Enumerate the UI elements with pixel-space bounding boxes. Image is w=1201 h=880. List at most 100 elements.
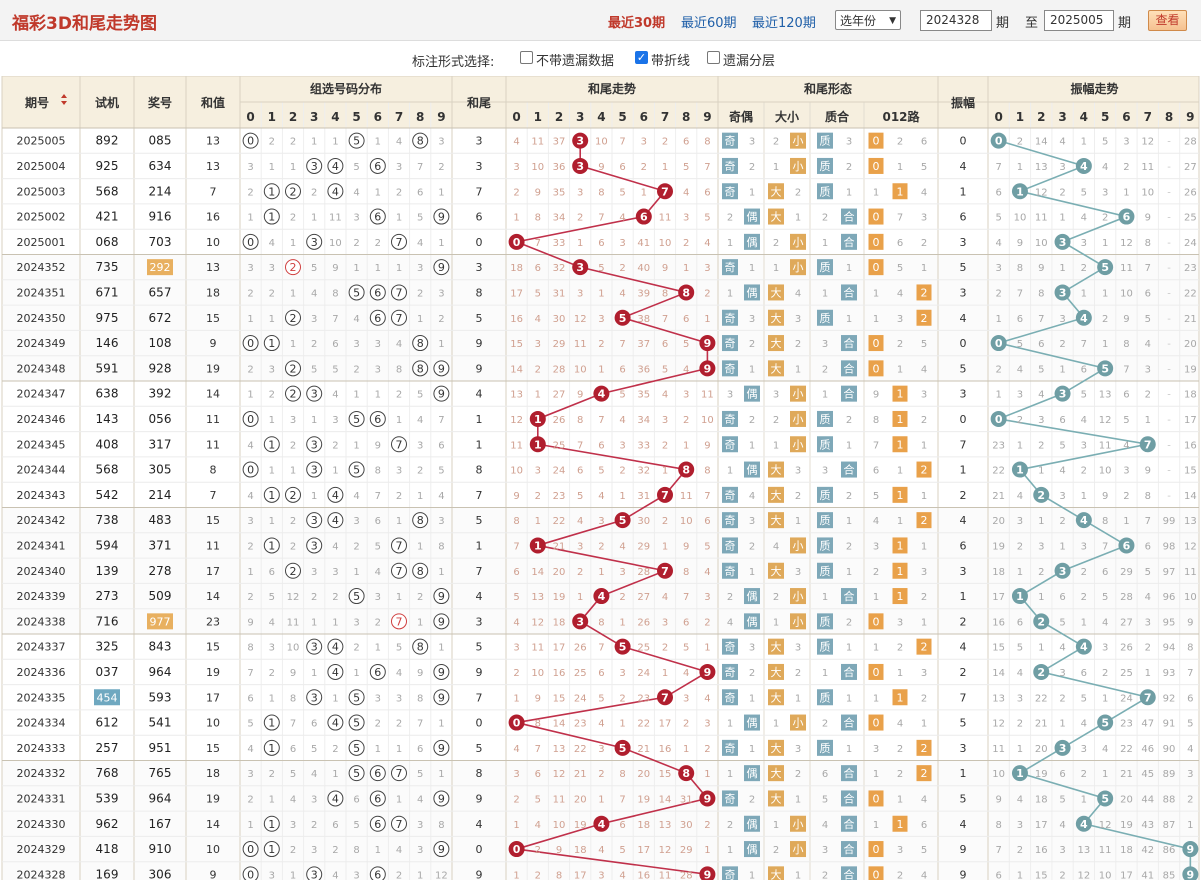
amp-missing: 15 — [992, 643, 1005, 654]
amp-missing: 17 — [1120, 870, 1133, 880]
group-ball — [348, 461, 365, 478]
tail-missing: 6 — [704, 187, 710, 198]
tail-missing: 3 — [662, 415, 668, 426]
tail-missing: 2 — [535, 364, 541, 375]
small-missing: 3 — [795, 744, 801, 755]
group-ball — [242, 461, 259, 478]
tail-ball — [678, 765, 695, 782]
award-cell: 977 — [150, 615, 171, 628]
big-missing: 1 — [773, 162, 779, 173]
tail-missing: 34 — [553, 213, 566, 224]
group-missing: 3 — [332, 415, 338, 426]
group-missing: 2 — [269, 668, 275, 679]
group-missing: 3 — [438, 288, 444, 299]
checkbox-line-label[interactable]: 带折线 — [651, 54, 691, 69]
mod-tag-bg — [868, 233, 884, 250]
amp-missing: 23 — [1184, 263, 1197, 274]
amp-missing: 4 — [1017, 364, 1023, 375]
odd-tag: 奇 — [725, 641, 736, 654]
nav-recent-60[interactable]: 最近60期 — [681, 16, 737, 31]
trial-cell: 568 — [96, 184, 119, 198]
big-missing: 3 — [773, 390, 779, 401]
amp-missing: 4 — [1187, 744, 1193, 755]
group-ball — [391, 815, 407, 832]
checkbox-no-missing[interactable] — [520, 51, 533, 64]
odd-tag-bg — [722, 537, 738, 554]
nav-recent-30[interactable]: 最近30期 — [608, 16, 666, 31]
amp-missing: 12 — [1099, 415, 1112, 426]
group-missing: 3 — [438, 137, 444, 148]
tail-missing: 8 — [577, 415, 583, 426]
amp-missing: 8 — [1017, 263, 1023, 274]
checkbox-line[interactable]: ✓ — [635, 51, 648, 64]
tail-ball — [657, 486, 673, 503]
period-cell: 2024350 — [17, 312, 66, 325]
trial-cell: 146 — [96, 336, 119, 350]
odd-tag: 奇 — [725, 438, 736, 451]
checkbox-no-missing-label[interactable]: 不带遗漏数据 — [536, 54, 615, 69]
checkbox-layer[interactable] — [707, 51, 720, 64]
sum-cell: 10 — [206, 236, 220, 249]
amp-missing: 4 — [1123, 440, 1129, 451]
big-tag: 大 — [771, 741, 782, 755]
tail-missing: 4 — [683, 187, 689, 198]
amp-missing: 1 — [1102, 769, 1108, 780]
header-digit-tt: 3 — [576, 110, 584, 124]
sum-cell: 15 — [206, 742, 220, 755]
group-ball-digit: 7 — [396, 767, 403, 780]
odd-missing: 1 — [727, 288, 733, 299]
group-missing: 2 — [247, 364, 253, 375]
comp-missing: 1 — [846, 440, 852, 451]
group-ball-digit: 5 — [353, 691, 360, 704]
row-band — [2, 254, 1199, 280]
group-missing: 1 — [438, 643, 444, 654]
tail-cell: 9 — [476, 337, 483, 350]
amp-missing: 1 — [1102, 693, 1108, 704]
odd-tag-bg — [722, 335, 738, 352]
tail-missing: 19 — [574, 820, 587, 831]
amp-ball — [1054, 739, 1071, 756]
small-tag-bg — [790, 537, 806, 554]
tail-ball — [678, 461, 695, 478]
amp-ball — [1033, 663, 1050, 680]
to-period-input[interactable]: 2025005 — [1044, 10, 1114, 31]
group-missing: 9 — [290, 668, 296, 679]
tail-missing: 14 — [553, 719, 566, 730]
small-tag-bg — [790, 410, 806, 427]
nav-recent-120[interactable]: 最近120期 — [752, 16, 816, 31]
period-cell: 2024347 — [17, 388, 66, 401]
prime-tag: 质 — [820, 565, 831, 578]
from-period-input[interactable]: 2024328 — [920, 10, 992, 31]
amp-missing: 28 — [1120, 592, 1133, 603]
amp-missing: 90 — [1163, 744, 1176, 755]
group-ball-digit: 9 — [438, 388, 445, 401]
amp-ball-digit: 6 — [1123, 539, 1131, 552]
group-ball — [327, 512, 344, 529]
mod-missing: 4 — [897, 719, 903, 730]
group-missing: 5 — [290, 769, 296, 780]
big-missing: 2 — [773, 137, 779, 148]
query-button[interactable]: 查看 — [1148, 10, 1187, 31]
tail-missing: 8 — [704, 137, 710, 148]
year-select[interactable]: 选年份 ▼ — [835, 10, 901, 30]
amp-missing: 10 — [992, 769, 1005, 780]
group-missing: 11 — [329, 213, 342, 224]
amp-missing: 17 — [1035, 820, 1048, 831]
amp-missing: 1 — [1145, 415, 1151, 426]
tail-missing: 10 — [680, 516, 693, 527]
amp-missing: 4 — [1059, 820, 1065, 831]
group-ball-digit: 7 — [396, 438, 403, 451]
mod-missing: 1 — [921, 440, 927, 451]
amp-missing: 5 — [1102, 137, 1108, 148]
even-tag: 偶 — [747, 717, 758, 730]
tail-cell: 3 — [476, 261, 483, 274]
group-ball — [391, 309, 407, 326]
small-tag: 小 — [793, 236, 804, 249]
small-missing: 1 — [795, 213, 801, 224]
group-missing: 8 — [396, 364, 402, 375]
checkbox-layer-label[interactable]: 遗漏分层 — [723, 54, 776, 69]
trial-cell: 273 — [96, 589, 119, 603]
amp-missing: 6 — [1017, 314, 1023, 325]
tail-cell: 4 — [476, 388, 483, 401]
mod-tag-bg — [868, 866, 884, 880]
